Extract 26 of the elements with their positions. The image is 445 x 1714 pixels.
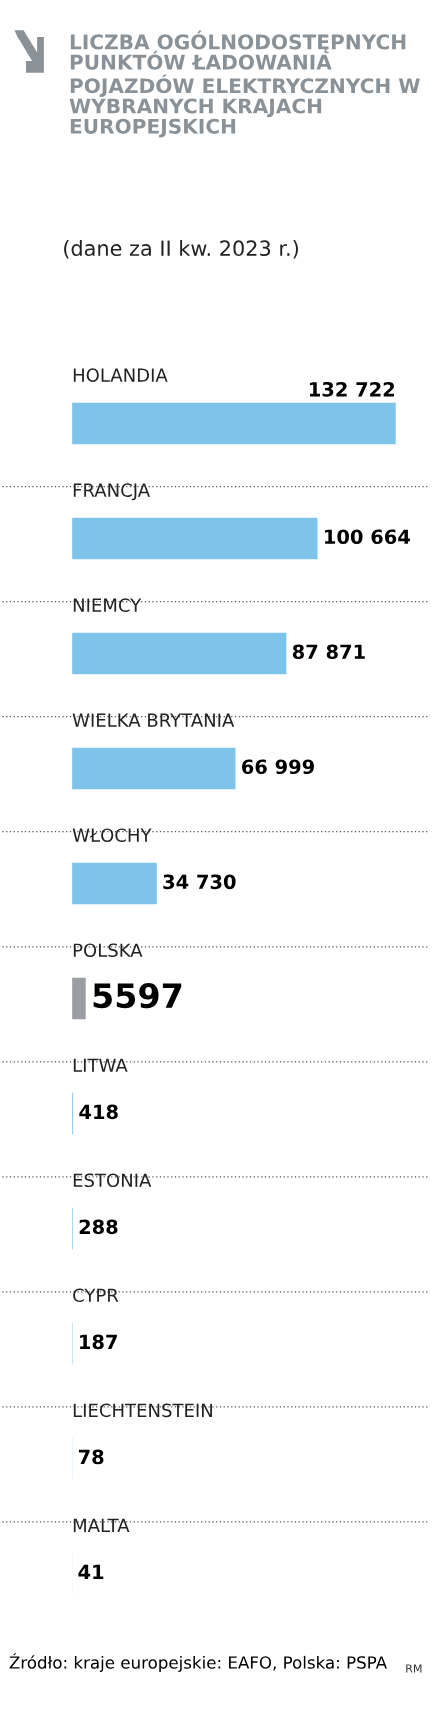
data-label: 34 730 — [163, 874, 236, 890]
y-tick-label: HOLANDIA — [73, 368, 168, 382]
data-label: 66 999 — [242, 759, 314, 775]
data-label: 418 — [79, 1104, 118, 1120]
y-tick-label: WŁOCHY — [72, 828, 152, 843]
chart-subtitle: (dane za II kw. 2023 r.) — [64, 239, 299, 259]
y-tick-label: POLSKA — [73, 943, 143, 958]
data-label: 78 — [78, 1449, 104, 1465]
y-tick-label: ESTONIA — [73, 1173, 152, 1188]
text: RM — [406, 1664, 422, 1673]
y-tick-label: LITWA — [73, 1058, 128, 1072]
y-tick-label: LIECHTENSTEIN — [73, 1403, 212, 1418]
data-label: 132 722 — [309, 381, 395, 397]
data-label: 5597 — [93, 983, 182, 1009]
y-tick-label: MALTA — [73, 1518, 130, 1532]
data-label: 87 871 — [292, 644, 365, 660]
data-label: 288 — [79, 1219, 118, 1235]
data-label: 100 664 — [325, 529, 410, 545]
text: Źródło: kraje europejskie: EAFO, Polska: PSPA — [9, 1653, 387, 1673]
data-label: 187 — [80, 1334, 117, 1350]
data-label: 41 — [78, 1564, 104, 1579]
y-tick-label: WIELKA BRYTANIA — [72, 713, 235, 727]
y-tick-label: NIEMCY — [73, 598, 142, 613]
y-tick-label: CYPR — [73, 1288, 119, 1303]
y-tick-label: FRANCJA — [73, 483, 150, 501]
chart-title: LICZBA OGÓLNODOSTĘPNYCH PUNKTÓW ŁADOWANIA POJAZDÓW ELEKTRYCZNYCH W WYBRANYCH KRAJACH EUROPEJSKICH — [69, 30, 420, 138]
